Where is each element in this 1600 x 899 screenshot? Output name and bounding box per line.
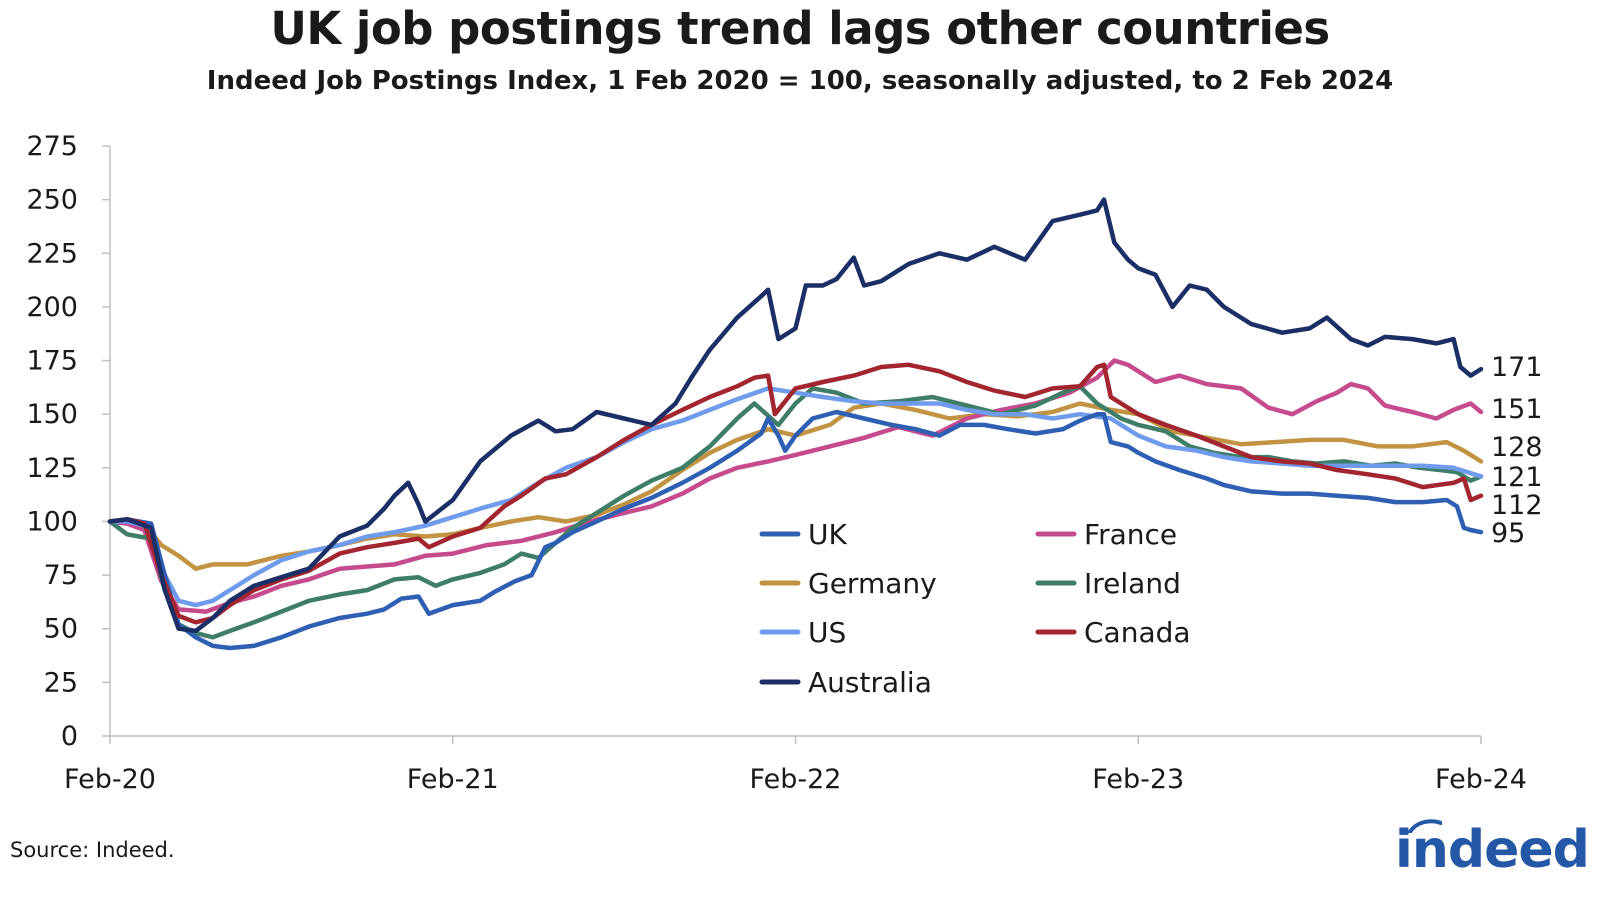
series-line-france — [107, 358, 1484, 614]
chart-series-lines — [107, 197, 1484, 651]
legend-label: Ireland — [1084, 567, 1181, 600]
legend-item-germany: Germany — [759, 567, 937, 600]
end-label-australia: 171 — [1491, 352, 1543, 383]
chart-axes: 0 25 50 75 100 125 150 175 200 225 250 275 Feb-20 Feb… — [26, 131, 1527, 795]
y-tick-label: 200 — [26, 292, 78, 323]
legend-label: UK — [808, 518, 847, 551]
y-tick-label: 100 — [26, 506, 78, 537]
legend-label: Canada — [1084, 616, 1191, 649]
y-tick-label: 275 — [26, 131, 78, 162]
series-line-ireland — [107, 384, 1484, 640]
y-tick-label: 25 — [44, 667, 78, 698]
legend-label: Australia — [808, 666, 932, 699]
series-line-germany — [107, 401, 1484, 571]
legend-item-uk: UK — [759, 518, 847, 551]
chart-legend: UK France Germany Ireland US Canada Australia — [759, 518, 1191, 699]
y-tick-label: 0 — [61, 721, 78, 752]
chart-title: UK job postings trend lags other countri… — [270, 2, 1330, 55]
y-tick-label: 250 — [26, 185, 78, 216]
x-tick-label: Feb-20 — [64, 764, 156, 795]
end-label-uk: 95 — [1491, 518, 1525, 549]
y-tick-label: 75 — [44, 560, 78, 591]
series-line-uk — [107, 409, 1484, 651]
series-line-australia — [107, 197, 1484, 634]
source-note: Source: Indeed. — [10, 838, 175, 862]
legend-label: Germany — [808, 567, 937, 600]
series-line-us — [107, 386, 1484, 608]
legend-item-australia: Australia — [759, 666, 932, 699]
y-tick-label: 50 — [44, 614, 78, 645]
x-tick-label: Feb-22 — [750, 764, 842, 795]
y-tick-label: 175 — [26, 346, 78, 377]
end-label-us: 121 — [1491, 462, 1543, 493]
x-tick-label: Feb-24 — [1435, 764, 1527, 795]
legend-item-france: France — [1035, 518, 1177, 551]
end-label-canada: 112 — [1491, 490, 1543, 521]
end-label-france: 151 — [1491, 394, 1543, 425]
legend-label: France — [1084, 518, 1177, 551]
legend-item-us: US — [759, 616, 846, 649]
end-label-germany: 128 — [1491, 432, 1543, 463]
legend-label: US — [808, 616, 846, 649]
x-tick-label: Feb-23 — [1092, 764, 1184, 795]
logo-arc-icon — [1408, 819, 1442, 833]
chart-subtitle: Indeed Job Postings Index, 1 Feb 2020 = … — [206, 66, 1394, 96]
legend-item-canada: Canada — [1035, 616, 1191, 649]
y-tick-label: 225 — [26, 238, 78, 269]
x-tick-label: Feb-21 — [407, 764, 499, 795]
legend-item-ireland: Ireland — [1035, 567, 1181, 600]
y-tick-label: 150 — [26, 399, 78, 430]
y-tick-label: 125 — [26, 453, 78, 484]
indeed-logo: indeed — [1395, 820, 1590, 880]
